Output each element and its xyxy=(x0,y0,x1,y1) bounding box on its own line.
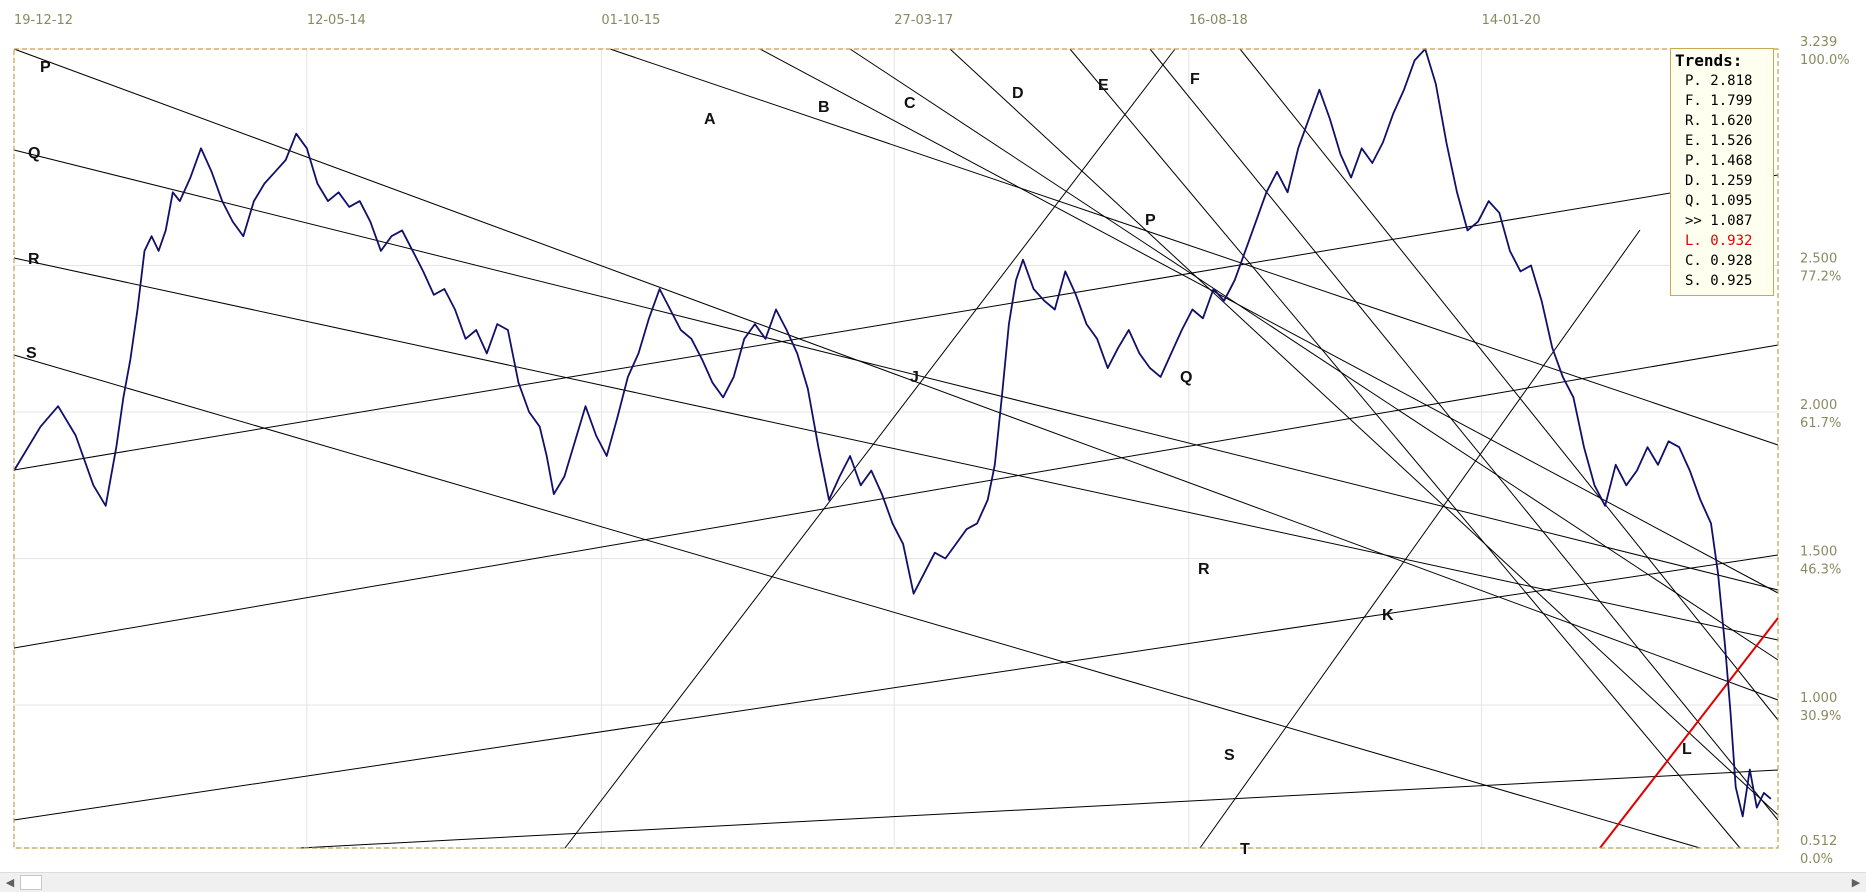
trend-entry: E. 1.526 xyxy=(1685,133,1753,149)
trends-title: Trends: xyxy=(1675,51,1743,70)
x-tick-label: 27-03-17 xyxy=(894,13,953,28)
trend-label-l-alt: L xyxy=(1682,741,1692,758)
x-tick-label: 16-08-18 xyxy=(1189,13,1248,28)
trend-label-c: C xyxy=(904,95,916,112)
trend-line xyxy=(13,344,1779,649)
trend-entry: P. 2.818 xyxy=(1685,73,1753,89)
trend-label-s-alt: S xyxy=(1224,747,1235,764)
trend-line xyxy=(1149,48,1779,821)
scroll-right-button[interactable]: ▶ xyxy=(1851,876,1861,889)
trend-label-j: J xyxy=(910,369,919,386)
price-series xyxy=(13,48,1772,818)
trend-label-r-alt: R xyxy=(1198,561,1210,578)
trend-entry: >> 1.087 xyxy=(1685,213,1753,229)
trend-line xyxy=(564,48,1176,849)
trend-line xyxy=(1069,48,1741,849)
y-tick-percent: 61.7% xyxy=(1800,416,1841,431)
trend-line xyxy=(609,48,1779,446)
y-axis-labels: 3.239 100.0% 2.500 77.2% 2.000 61.7% 1.500 46.3… xyxy=(1800,35,1850,867)
y-tick-percent: 77.2% xyxy=(1800,270,1841,285)
trend-label-s: S xyxy=(26,345,37,362)
trend-entry: D. 1.259 xyxy=(1685,173,1753,189)
trend-line xyxy=(13,354,1701,849)
trend-label-d: D xyxy=(1012,85,1024,102)
trend-entry: S. 0.925 xyxy=(1685,273,1753,289)
trends-list: P. 2.818 F. 1.799 R. 1.620 E. 1.526 P. 1.468… xyxy=(1675,71,1769,291)
trend-line xyxy=(13,149,1779,591)
x-tick-label: 01-10-15 xyxy=(601,13,660,28)
y-tick-price: 2.000 xyxy=(1800,398,1837,413)
trend-entry: R. 1.620 xyxy=(1685,113,1753,129)
trend-line xyxy=(13,174,1779,471)
trend-line xyxy=(13,257,1779,641)
trend-entry: L. 0.932 xyxy=(1685,233,1753,249)
y-tick-percent: 100.0% xyxy=(1800,53,1850,68)
x-tick-label: 19-12-12 xyxy=(14,13,73,28)
x-tick-label: 14-01-20 xyxy=(1482,13,1541,28)
x-tick-label: 12-05-14 xyxy=(307,13,366,28)
scroll-thumb[interactable] xyxy=(20,875,42,890)
trend-line-labels: P Q R S A B C D E F J K T P Q R S L xyxy=(26,59,1692,858)
y-tick-percent: 46.3% xyxy=(1800,563,1841,578)
price-line xyxy=(13,48,1772,818)
plot-frame xyxy=(13,48,1779,849)
trend-line xyxy=(13,554,1779,821)
trend-label-q: Q xyxy=(28,145,40,162)
trend-line xyxy=(849,48,1779,661)
y-tick-price: 3.239 xyxy=(1800,35,1837,50)
y-tick-price: 0.512 xyxy=(1800,834,1837,849)
trend-label-k: K xyxy=(1382,607,1394,624)
trend-line xyxy=(1239,48,1779,721)
trend-line xyxy=(299,769,1779,849)
plot-frame-border xyxy=(13,48,1779,849)
trend-line xyxy=(759,48,1779,594)
trend-label-b: B xyxy=(818,99,830,116)
horizontal-scrollbar[interactable]: ◀ ▶ xyxy=(0,872,1866,892)
trend-lines xyxy=(13,48,1779,849)
price-chart: 19-12-12 12-05-14 01-10-15 27-03-17 16-08-18… xyxy=(13,13,1850,867)
y-tick-percent: 0.0% xyxy=(1800,852,1833,867)
trend-label-t: T xyxy=(1240,841,1250,858)
trend-label-q-alt: Q xyxy=(1180,369,1192,386)
trend-line xyxy=(1199,229,1641,849)
trend-entry: Q. 1.095 xyxy=(1685,193,1753,209)
trend-label-a: A xyxy=(704,111,716,128)
trend-line xyxy=(949,48,1779,816)
trend-label-r: R xyxy=(28,251,40,268)
trend-entry: F. 1.799 xyxy=(1685,93,1753,109)
trend-label-f: F xyxy=(1190,71,1200,88)
trend-label-p-alt: P xyxy=(1145,212,1156,229)
trend-entry: P. 1.468 xyxy=(1685,153,1753,169)
y-tick-price: 1.500 xyxy=(1800,545,1837,560)
scroll-left-button[interactable]: ◀ xyxy=(5,876,15,889)
trend-entry: C. 0.928 xyxy=(1685,253,1753,269)
y-tick-price: 1.000 xyxy=(1800,691,1837,706)
trend-line-l xyxy=(1599,617,1779,849)
trend-label-e: E xyxy=(1098,77,1109,94)
y-tick-price: 2.500 xyxy=(1800,252,1837,267)
y-tick-percent: 30.9% xyxy=(1800,709,1841,724)
trend-line xyxy=(13,48,1779,701)
trends-legend: Trends: P. 2.818 F. 1.799 R. 1.620 E. 1.526… xyxy=(1670,48,1774,296)
x-axis-labels: 19-12-12 12-05-14 01-10-15 27-03-17 16-08-18… xyxy=(14,13,1541,28)
trend-label-p: P xyxy=(40,59,51,76)
